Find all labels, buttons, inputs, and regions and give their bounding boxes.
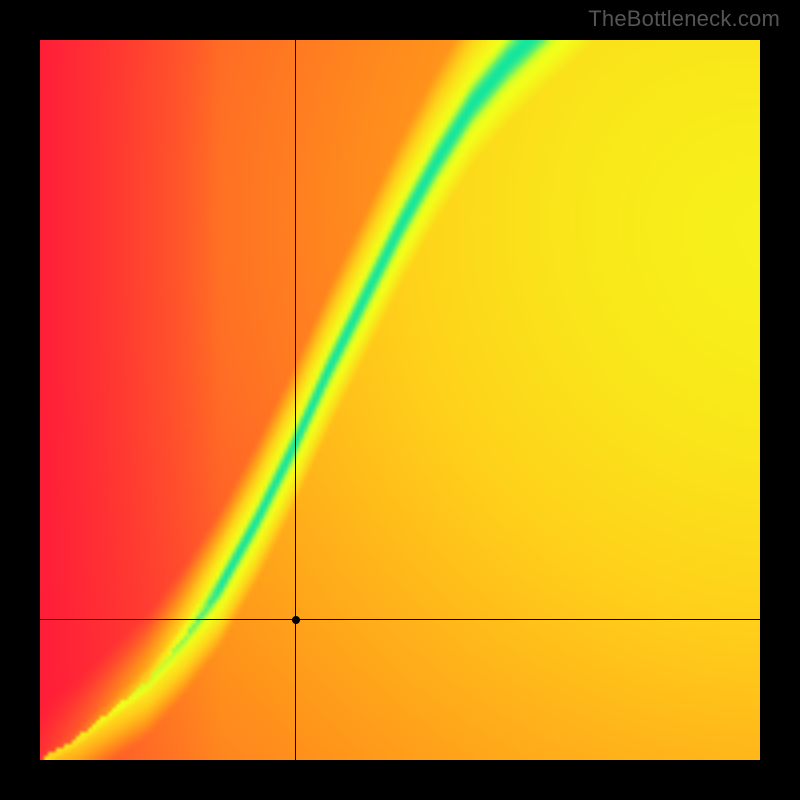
crosshair-vertical [295, 40, 296, 760]
crosshair-marker-dot [292, 616, 300, 624]
bottleneck-heatmap [40, 40, 760, 760]
crosshair-horizontal [40, 619, 760, 620]
figure-container: TheBottleneck.com [0, 0, 800, 800]
watermark-text: TheBottleneck.com [588, 6, 780, 32]
